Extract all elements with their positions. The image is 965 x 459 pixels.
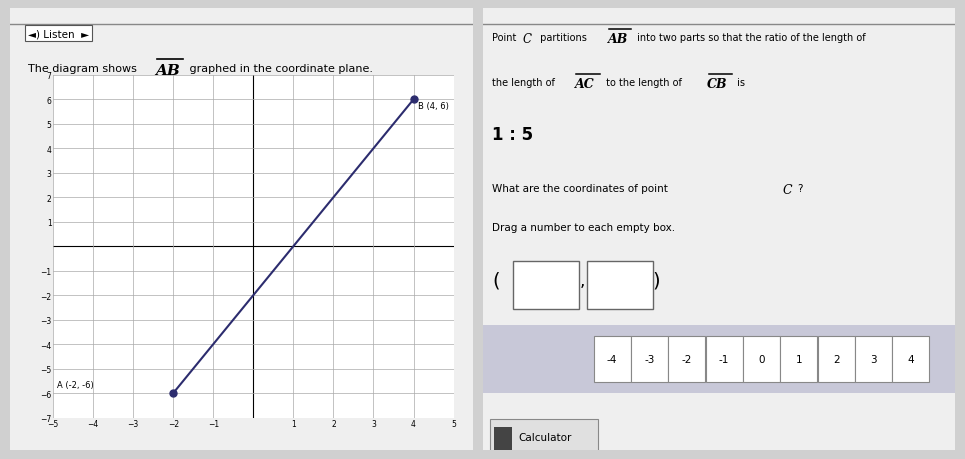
Text: AC: AC bbox=[575, 78, 594, 90]
FancyBboxPatch shape bbox=[494, 427, 512, 451]
Text: 1: 1 bbox=[795, 354, 802, 364]
Text: The diagram shows: The diagram shows bbox=[28, 64, 141, 74]
Text: 1 : 5: 1 : 5 bbox=[492, 126, 533, 144]
FancyBboxPatch shape bbox=[631, 336, 668, 383]
Text: 3: 3 bbox=[870, 354, 877, 364]
FancyBboxPatch shape bbox=[781, 336, 817, 383]
Text: B (4, 6): B (4, 6) bbox=[418, 101, 449, 110]
Text: partitions: partitions bbox=[537, 34, 590, 44]
FancyBboxPatch shape bbox=[893, 336, 929, 383]
Text: -4: -4 bbox=[607, 354, 618, 364]
Text: is: is bbox=[734, 78, 745, 88]
Text: -1: -1 bbox=[719, 354, 730, 364]
Text: -2: -2 bbox=[681, 354, 692, 364]
Text: C: C bbox=[783, 183, 792, 196]
Text: ): ) bbox=[652, 271, 660, 290]
Text: Point: Point bbox=[492, 34, 519, 44]
Text: to the length of: to the length of bbox=[603, 78, 685, 88]
FancyBboxPatch shape bbox=[669, 336, 705, 383]
FancyBboxPatch shape bbox=[513, 261, 579, 310]
FancyBboxPatch shape bbox=[489, 420, 598, 459]
Text: -3: -3 bbox=[645, 354, 654, 364]
Text: CB: CB bbox=[707, 78, 728, 90]
Text: into two parts so that the ratio of the length of: into two parts so that the ratio of the … bbox=[634, 34, 868, 44]
Text: (: ( bbox=[492, 271, 500, 290]
FancyBboxPatch shape bbox=[743, 336, 780, 383]
Text: ?: ? bbox=[797, 183, 803, 193]
Text: 2: 2 bbox=[833, 354, 840, 364]
Text: AB: AB bbox=[608, 34, 628, 46]
Text: Drag a number to each empty box.: Drag a number to each empty box. bbox=[492, 223, 676, 233]
Text: Calculator: Calculator bbox=[518, 431, 571, 442]
Text: A (-2, -6): A (-2, -6) bbox=[57, 381, 94, 390]
Text: What are the coordinates of point: What are the coordinates of point bbox=[492, 183, 671, 193]
FancyBboxPatch shape bbox=[593, 336, 630, 383]
FancyBboxPatch shape bbox=[705, 336, 743, 383]
Text: AB: AB bbox=[155, 64, 180, 78]
Text: 0: 0 bbox=[758, 354, 764, 364]
Text: 4: 4 bbox=[908, 354, 914, 364]
FancyBboxPatch shape bbox=[587, 261, 652, 310]
FancyBboxPatch shape bbox=[482, 325, 955, 394]
Text: ◄) Listen  ►: ◄) Listen ► bbox=[28, 29, 90, 39]
Text: ,: , bbox=[579, 271, 585, 289]
Text: C: C bbox=[523, 34, 532, 46]
Text: the length of: the length of bbox=[492, 78, 558, 88]
Text: graphed in the coordinate plane.: graphed in the coordinate plane. bbox=[185, 64, 372, 74]
FancyBboxPatch shape bbox=[855, 336, 892, 383]
FancyBboxPatch shape bbox=[817, 336, 855, 383]
